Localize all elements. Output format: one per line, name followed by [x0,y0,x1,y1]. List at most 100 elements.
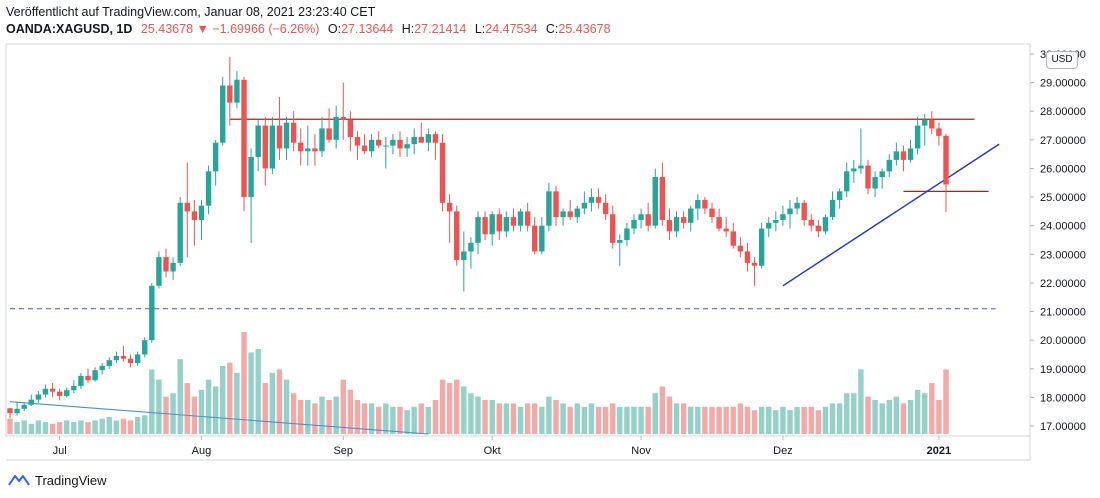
candle [432,131,439,160]
volume-bar [397,406,403,434]
volume-bar [482,400,488,434]
volume-bar [85,422,91,434]
candle-body [794,202,800,209]
candle [198,199,205,240]
candle [815,219,822,238]
candle [42,384,49,398]
time-axis[interactable]: Jul Aug Sep Okt Nov Dez 2021 [53,436,952,457]
volume-bar [205,379,212,434]
candle [638,208,644,229]
candle [397,131,403,158]
candle [127,354,134,368]
close-label: C: [545,22,559,36]
candle [858,128,864,175]
volume-bar [702,406,708,434]
candle [312,134,318,166]
candle [588,188,595,212]
price-tick-label: 20.00000 [1040,335,1086,347]
volume-bar [354,400,361,434]
volume-bar [716,406,722,434]
volume-bar [326,400,332,434]
candle [227,56,233,126]
candle [191,199,198,246]
candle-body [709,208,715,218]
volume-bar [595,406,602,434]
volume-bars [7,332,949,434]
candle [241,76,247,212]
candle [801,199,807,226]
candle [766,217,772,238]
candle [319,116,325,158]
candle [524,202,531,232]
candle-body [184,202,190,212]
volume-bar [829,403,836,434]
volume-bar [659,386,666,434]
volume-bar [574,403,580,434]
candle-body [439,142,446,203]
candle-body [170,262,176,272]
candle-body [191,211,198,220]
candle [255,119,261,172]
volume-bar [368,403,375,434]
candle [851,159,857,183]
price-tick-label: 18.00000 [1040,392,1086,404]
volume-bar [283,379,290,434]
volume-bar [922,393,928,434]
candle [21,402,27,412]
volume-bar [808,406,814,434]
volume-bar [99,418,105,434]
open-label: O: [327,22,342,36]
volume-bar [872,400,878,434]
volume-bar [907,400,914,434]
candle-body [340,116,346,120]
candle-body [851,168,857,172]
candle-body [142,340,148,355]
volume-bar [773,410,779,434]
candle [461,231,467,292]
volume-bar [886,400,892,434]
candle-body [198,205,205,220]
candle [836,188,843,209]
candle [489,211,495,246]
candle [184,162,190,258]
candle [865,159,871,195]
volume-bar [680,403,687,434]
time-tick-label: Dez [773,445,793,457]
volume-bar [305,400,311,434]
volume-bar [106,417,112,434]
volume-bar [319,396,325,434]
candle [900,145,907,172]
volume-bar [78,420,84,434]
candle-body [808,219,814,226]
candle-body [71,385,77,391]
candle-body [461,251,467,261]
candle [106,357,112,369]
candle-body [716,217,722,229]
volume-bar [432,400,439,434]
price-axis[interactable]: 17.00000 18.00000 19.00000 20.00000 21.00000… [1029,44,1086,460]
volume-bar [914,389,921,434]
volume-bar [361,403,368,434]
price-tick-label: 27.00000 [1040,135,1086,147]
candle [794,197,800,215]
candle-body [35,394,42,400]
candle-body [333,116,339,140]
price-tick-label: 23.00000 [1040,249,1086,261]
volume-bar [127,420,134,434]
candle-body [553,191,559,218]
volume-bar [113,420,120,434]
volume-bar [801,406,807,434]
footer-brand[interactable]: TradingView [8,470,107,490]
volume-bar [7,418,13,434]
candle [723,217,729,238]
candle [220,76,226,146]
volume-bar [943,369,949,434]
candle-body [368,139,375,152]
currency-badge[interactable]: USD [1046,51,1078,69]
candle-body [900,151,907,160]
candle [702,197,708,215]
candle [829,191,836,220]
candle-body [319,128,325,152]
price-tick-label: 24.00000 [1040,221,1086,233]
